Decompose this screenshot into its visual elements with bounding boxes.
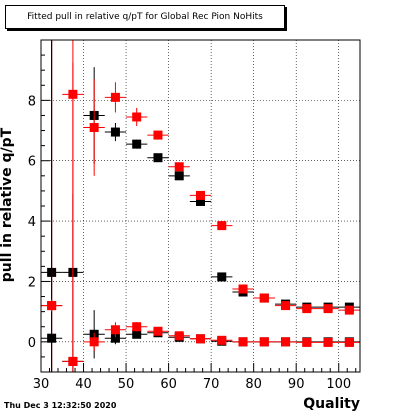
data-point (344, 337, 354, 347)
data-point (89, 337, 99, 347)
x-tick-label: 50 (118, 377, 135, 392)
x-tick-label: 70 (203, 377, 220, 392)
data-point (132, 322, 142, 332)
x-tick-label: 60 (160, 377, 177, 392)
y-tick-label: 8 (28, 94, 36, 109)
data-point (110, 333, 120, 343)
data-point (302, 337, 312, 347)
y-tick-label: 2 (28, 275, 36, 290)
y-tick-label: 4 (28, 215, 36, 230)
data-point (132, 112, 142, 122)
x-tick-label: 40 (75, 377, 92, 392)
data-point (323, 304, 333, 314)
data-point (47, 333, 57, 343)
data-point (259, 293, 269, 303)
y-tick-label: 6 (28, 155, 36, 170)
data-point (47, 301, 57, 311)
data-point (196, 190, 205, 200)
date-stamp: Thu Dec 3 12:32:50 2020 (4, 401, 117, 410)
chart-title: Fitted pull in relative q/pT for Global … (5, 5, 285, 29)
data-point (281, 337, 291, 347)
data-point (89, 123, 99, 133)
data-point (217, 221, 227, 231)
x-tick-label: 80 (245, 377, 262, 392)
x-tick-label: 90 (288, 377, 305, 392)
y-tick-label: 0 (28, 336, 36, 351)
data-layer (41, 40, 360, 372)
data-point (132, 139, 142, 149)
axes-layer: 30 40 50 60 70 80 90 100 0 2 4 6 8 (28, 39, 357, 392)
grid-layer (41, 40, 360, 372)
data-point (217, 335, 227, 345)
y-axis-title-text: pull in relative q/pT (0, 127, 15, 283)
data-point (174, 331, 184, 341)
data-point (174, 171, 184, 181)
data-point (302, 304, 312, 314)
data-point (196, 196, 205, 206)
data-point (323, 337, 333, 347)
data-point (110, 127, 120, 137)
data-point (132, 329, 142, 339)
data-point (238, 284, 248, 294)
data-point (153, 153, 163, 163)
plot-frame (40, 39, 361, 373)
data-point (68, 356, 78, 366)
data-point (238, 337, 248, 347)
data-point (110, 92, 120, 102)
x-tick-label: 30 (33, 377, 50, 392)
data-point (196, 334, 205, 344)
data-point (344, 305, 354, 315)
data-point (217, 272, 227, 282)
data-point (153, 326, 163, 336)
data-point (259, 337, 269, 347)
x-axis-title: Quality (303, 396, 360, 412)
x-tick-label: 100 (326, 377, 351, 392)
data-point (281, 301, 291, 311)
data-point (110, 325, 120, 335)
data-point (174, 162, 184, 172)
data-point (153, 130, 163, 140)
